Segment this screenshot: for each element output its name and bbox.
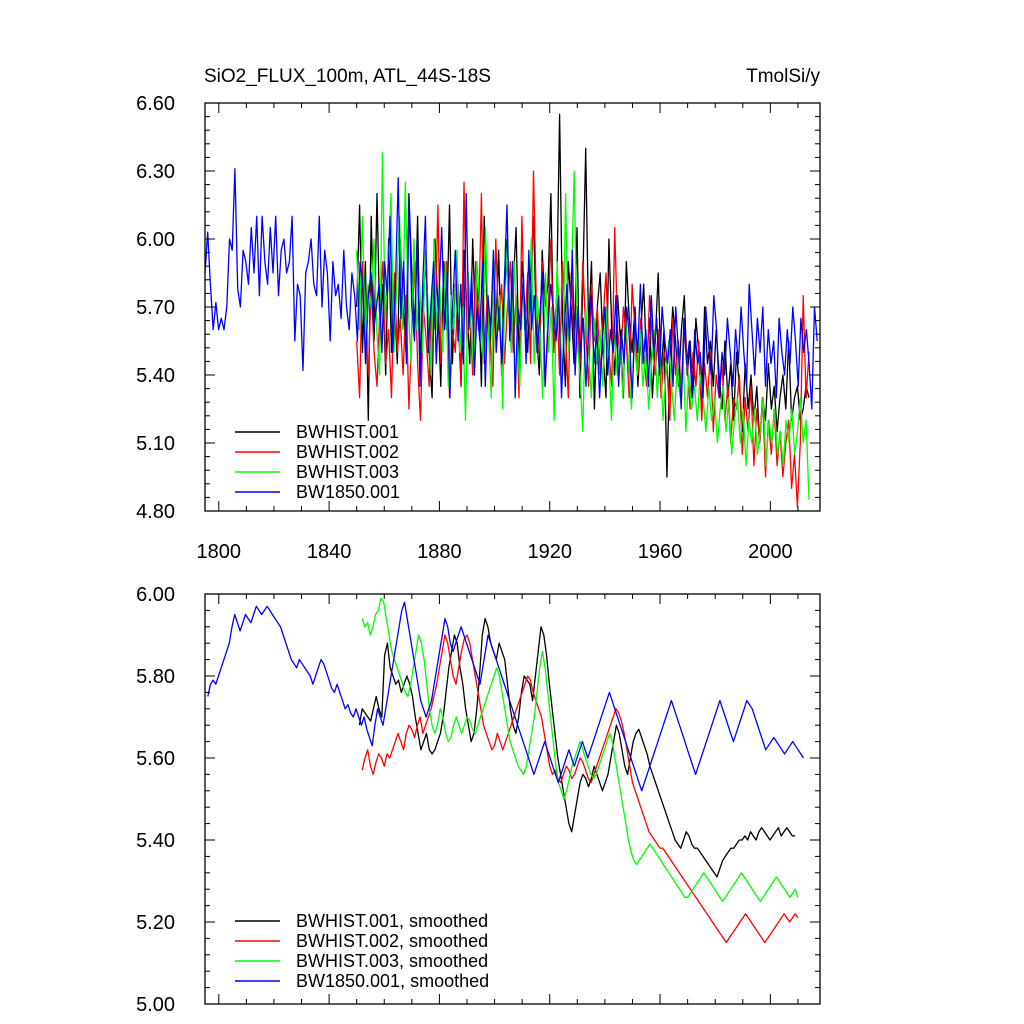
legend-label-2: BWHIST.003, smoothed bbox=[296, 951, 488, 971]
legend-label-1: BWHIST.002, smoothed bbox=[296, 931, 488, 951]
x-tick-label: 1960 bbox=[638, 541, 683, 563]
legend-label-1: BWHIST.002 bbox=[296, 442, 399, 462]
series-line-1 bbox=[361, 634, 799, 944]
legend-label-0: BWHIST.001 bbox=[296, 422, 399, 442]
series-line-2 bbox=[361, 597, 799, 903]
x-tick-label: 1840 bbox=[307, 541, 352, 563]
axes: 5.00 5.20 5.40 5.60 5.80 6.00 bbox=[136, 584, 821, 1016]
y-tick-label: 5.20 bbox=[136, 912, 175, 934]
y-tick-label: 6.00 bbox=[136, 584, 175, 606]
series-line-3 bbox=[204, 168, 818, 410]
y-tick-label: 4.80 bbox=[136, 501, 175, 523]
series-line-1 bbox=[356, 170, 810, 508]
y-tick-label: 6.60 bbox=[136, 93, 175, 115]
series-line-3 bbox=[207, 601, 805, 792]
top-panel: SiO2_FLUX_100m, ATL_44S-18S TmolSi/y 180… bbox=[136, 66, 821, 563]
y-tick-label: 5.10 bbox=[136, 433, 175, 455]
series-lines bbox=[207, 597, 805, 944]
x-tick-label: 2000 bbox=[748, 541, 793, 563]
legend-label-3: BW1850.001, smoothed bbox=[296, 971, 489, 991]
legend-label-2: BWHIST.003 bbox=[296, 462, 399, 482]
chart-title: SiO2_FLUX_100m, ATL_44S-18S bbox=[204, 66, 491, 87]
x-tick-label: 1920 bbox=[527, 541, 572, 563]
y-tick-label: 6.30 bbox=[136, 161, 175, 183]
chart-units: TmolSi/y bbox=[746, 66, 820, 87]
x-tick-label: 1880 bbox=[417, 541, 462, 563]
y-tick-label: 5.40 bbox=[136, 365, 175, 387]
series-line-2 bbox=[356, 152, 810, 500]
y-tick-label: 5.00 bbox=[136, 994, 175, 1016]
plot-frame bbox=[204, 593, 821, 1005]
series-lines bbox=[204, 113, 818, 508]
legend-label-0: BWHIST.001, smoothed bbox=[296, 911, 488, 931]
y-tick-label: 5.60 bbox=[136, 748, 175, 770]
legend-label-3: BW1850.001 bbox=[296, 482, 400, 502]
axes: 1800 1840 1880 1920 1960 2000 4.80 5.10 5.40 5.70… bbox=[136, 93, 821, 563]
y-tick-label: 5.40 bbox=[136, 830, 175, 852]
x-tick-label: 1800 bbox=[197, 541, 242, 563]
y-tick-label: 5.80 bbox=[136, 666, 175, 688]
series-line-0 bbox=[358, 617, 796, 878]
y-tick-label: 6.00 bbox=[136, 229, 175, 251]
bottom-panel: 5.00 5.20 5.40 5.60 5.80 6.00 BWHIST.001, smo… bbox=[136, 584, 821, 1016]
y-tick-label: 5.70 bbox=[136, 297, 175, 319]
